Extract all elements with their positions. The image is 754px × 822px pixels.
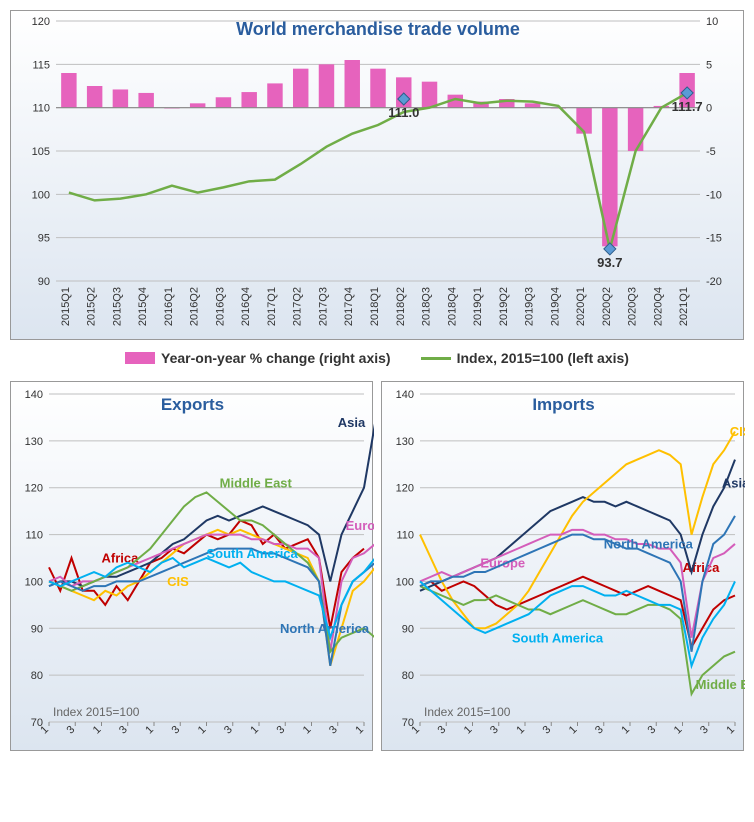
- svg-text:110: 110: [25, 530, 43, 542]
- svg-text:South America: South America: [207, 546, 299, 561]
- svg-text:90: 90: [402, 623, 414, 635]
- svg-text:-20: -20: [706, 276, 722, 288]
- svg-text:2017Q4: 2017Q4: [343, 287, 355, 326]
- svg-text:2016Q3: 2016Q3: [214, 287, 226, 326]
- svg-text:2017Q1: 2017Q1: [266, 287, 278, 326]
- svg-text:120: 120: [396, 483, 414, 495]
- svg-text:2021Q1: 2021Q1: [678, 287, 690, 326]
- svg-text:130: 130: [25, 436, 43, 448]
- main-legend: Year-on-year % change (right axis) Index…: [10, 350, 744, 366]
- imports-chart: 708090100110120130140AfricaAsiaCISEurope…: [381, 381, 744, 751]
- svg-text:-5: -5: [706, 146, 716, 158]
- svg-text:93.7: 93.7: [597, 255, 622, 270]
- svg-text:120: 120: [25, 483, 43, 495]
- svg-text:North America: North America: [280, 621, 370, 636]
- svg-text:Exports: Exports: [161, 395, 224, 414]
- svg-text:2019Q2: 2019Q2: [498, 287, 510, 326]
- svg-text:110: 110: [396, 530, 414, 542]
- legend-line-label: Index, 2015=100 (left axis): [457, 350, 629, 366]
- svg-text:140: 140: [25, 389, 43, 401]
- svg-text:100: 100: [396, 576, 414, 588]
- svg-text:2015Q1: 2015Q1: [60, 287, 72, 326]
- svg-text:2018Q1: 2018Q1: [369, 287, 381, 326]
- exports-chart-svg: 708090100110120130140AfricaAsiaCISEurope…: [11, 382, 374, 752]
- legend-line-swatch: [421, 357, 451, 360]
- svg-text:2016Q2: 2016Q2: [189, 287, 201, 326]
- svg-text:2019Q3: 2019Q3: [524, 287, 536, 326]
- svg-text:2019Q1: 2019Q1: [472, 287, 484, 326]
- main-chart-svg: 90 95 100 105 110 115 120 -20 -15 -10 -5 0 5 10 111.0 9…: [11, 11, 745, 341]
- svg-text:Index 2015=100: Index 2015=100: [424, 705, 511, 719]
- svg-text:2015Q2: 2015Q2: [86, 287, 98, 326]
- svg-text:2020Q2: 2020Q2: [601, 287, 613, 326]
- legend-bar-label: Year-on-year % change (right axis): [161, 350, 391, 366]
- svg-text:-15: -15: [706, 233, 722, 245]
- svg-text:Index 2015=100: Index 2015=100: [53, 705, 140, 719]
- imports-chart-svg: 708090100110120130140AfricaAsiaCISEurope…: [382, 382, 745, 752]
- svg-text:80: 80: [31, 670, 43, 682]
- legend-line-item: Index, 2015=100 (left axis): [421, 350, 629, 366]
- svg-text:2018Q4: 2018Q4: [446, 287, 458, 326]
- svg-text:Asia: Asia: [338, 415, 366, 430]
- svg-text:0: 0: [706, 103, 712, 115]
- svg-text:90: 90: [31, 623, 43, 635]
- svg-text:2017Q2: 2017Q2: [292, 287, 304, 326]
- svg-text:90: 90: [38, 276, 50, 288]
- svg-text:2020Q1: 2020Q1: [575, 287, 587, 326]
- svg-text:Imports: Imports: [532, 395, 594, 414]
- svg-text:2020Q3: 2020Q3: [627, 287, 639, 326]
- svg-text:2016Q1: 2016Q1: [163, 287, 175, 326]
- svg-text:10: 10: [706, 16, 718, 28]
- svg-text:-10: -10: [706, 189, 722, 201]
- svg-text:Asia: Asia: [722, 476, 745, 491]
- svg-text:Middle East: Middle East: [220, 476, 293, 491]
- svg-text:2020Q4: 2020Q4: [652, 287, 664, 326]
- exports-chart: 708090100110120130140AfricaAsiaCISEurope…: [10, 381, 373, 751]
- svg-text:2015Q4: 2015Q4: [137, 287, 149, 326]
- legend-bar-swatch: [125, 352, 155, 364]
- svg-text:140: 140: [396, 389, 414, 401]
- svg-text:Middle East: Middle East: [696, 677, 745, 692]
- svg-text:2016Q4: 2016Q4: [240, 287, 252, 326]
- svg-text:South America: South America: [512, 630, 604, 645]
- svg-text:100: 100: [32, 189, 50, 201]
- svg-text:5: 5: [706, 59, 712, 71]
- svg-text:2019Q4: 2019Q4: [549, 287, 561, 326]
- svg-text:100: 100: [25, 576, 43, 588]
- world-trade-chart: 90 95 100 105 110 115 120 -20 -15 -10 -5 0 5 10 111.0 9…: [10, 10, 744, 340]
- legend-bar-item: Year-on-year % change (right axis): [125, 350, 391, 366]
- svg-text:2018Q2: 2018Q2: [395, 287, 407, 326]
- svg-text:95: 95: [38, 233, 50, 245]
- svg-text:CIS: CIS: [730, 424, 745, 439]
- svg-text:111.7: 111.7: [672, 99, 703, 114]
- svg-text:2015Q3: 2015Q3: [111, 287, 123, 326]
- svg-text:North America: North America: [604, 537, 694, 552]
- svg-text:80: 80: [402, 670, 414, 682]
- svg-text:World merchandise trade volume: World merchandise trade volume: [236, 19, 520, 39]
- svg-text:2018Q3: 2018Q3: [421, 287, 433, 326]
- svg-text:120: 120: [32, 16, 50, 28]
- svg-text:2017Q3: 2017Q3: [317, 287, 329, 326]
- svg-text:CIS: CIS: [167, 574, 189, 589]
- svg-text:130: 130: [396, 436, 414, 448]
- svg-text:111.0: 111.0: [388, 105, 419, 120]
- svg-text:Europe: Europe: [346, 518, 374, 533]
- svg-text:105: 105: [32, 146, 50, 158]
- svg-text:110: 110: [32, 103, 50, 115]
- svg-text:115: 115: [32, 59, 50, 71]
